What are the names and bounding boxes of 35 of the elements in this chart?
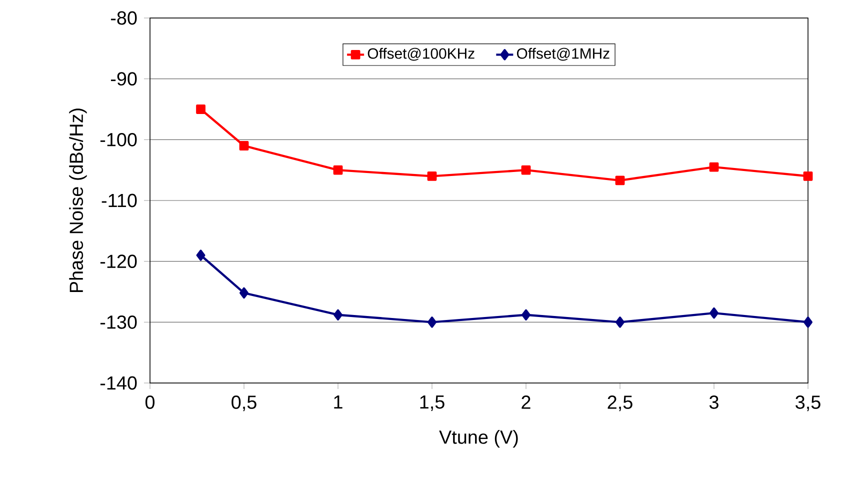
- y-axis-title: Phase Noise (dBc/Hz): [69, 108, 87, 292]
- point: [334, 309, 342, 320]
- legend-label: Offset@1MHz: [516, 48, 610, 61]
- point: [240, 287, 248, 299]
- point: [804, 316, 812, 328]
- y-tick-label: -110: [102, 194, 137, 208]
- x-tick-label: 2: [522, 396, 530, 409]
- point: [615, 176, 625, 186]
- y-tick-label: -120: [100, 254, 137, 268]
- y-tick-label: -140: [100, 376, 137, 390]
- y-tick-label: -90: [110, 72, 137, 86]
- x-tick-label: 3: [709, 396, 718, 409]
- point: [522, 309, 530, 320]
- x-tick-label: 2,5: [608, 396, 632, 412]
- x-tick-label: 0,5: [232, 396, 256, 412]
- y-tick-label: -100: [100, 132, 137, 146]
- point: [803, 171, 813, 181]
- point: [616, 316, 624, 328]
- point: [333, 165, 343, 175]
- point: [709, 162, 719, 172]
- legend-label: Offset@100KHz: [368, 48, 474, 61]
- point: [521, 165, 531, 175]
- x-tick-label: 1: [334, 396, 342, 409]
- x-tick-label: 0: [145, 396, 155, 409]
- y-tick-label: -80: [110, 11, 137, 25]
- point: [196, 104, 206, 114]
- x-tick-label: 3,5: [796, 396, 820, 412]
- y-tick-label: -130: [100, 315, 137, 329]
- point: [427, 171, 437, 181]
- x-tick-label: 1,5: [420, 396, 444, 411]
- x-axis-title: Vtune (V): [439, 430, 518, 448]
- point: [239, 141, 249, 150]
- point: [710, 307, 718, 319]
- point: [196, 250, 206, 261]
- point: [428, 316, 436, 328]
